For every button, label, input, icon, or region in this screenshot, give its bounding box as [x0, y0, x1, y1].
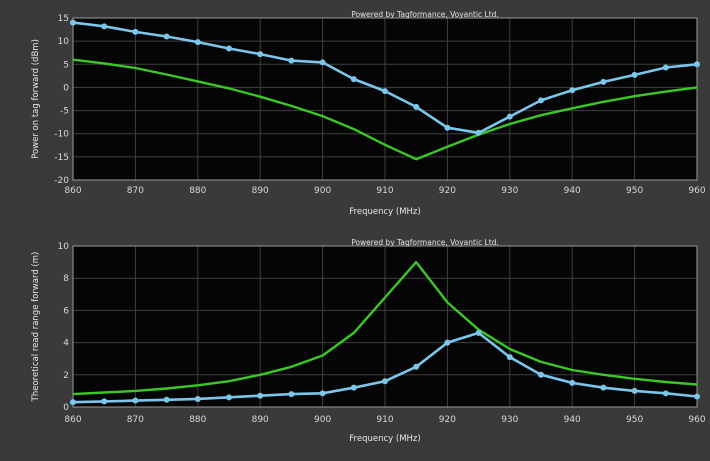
measured-data-point [382, 378, 388, 385]
y-tick-label: 10 [58, 37, 70, 47]
measured-data-point [475, 129, 482, 136]
x-tick-label: 880 [189, 186, 206, 196]
x-tick-label: 920 [439, 186, 456, 196]
measured-data-point [350, 76, 357, 83]
measured-data-point [350, 384, 357, 391]
credit-text: Powered by Tagformance, Voyantic Ltd. [351, 238, 499, 247]
measured-data-point [194, 39, 201, 46]
y-tick-label: 15 [58, 14, 69, 24]
measured-data-point [132, 397, 139, 404]
x-tick-label: 860 [64, 415, 81, 425]
credit-text: Powered by Tagformance, Voyantic Ltd. [351, 10, 499, 19]
y-tick-label: 4 [63, 339, 69, 349]
measured-data-point [444, 339, 451, 346]
x-tick-label: 940 [564, 186, 581, 196]
measured-data-point [319, 59, 326, 66]
measured-data-point [413, 103, 420, 110]
measured-data-point [226, 45, 232, 52]
x-tick-label: 950 [626, 415, 643, 425]
measured-data-point [506, 113, 513, 120]
measured-data-point [600, 78, 607, 85]
theoretical-series-line [72, 58, 698, 161]
y-tick-label: 8 [63, 274, 69, 284]
y-axis-label: Power on tag forward (dBm) [31, 39, 41, 159]
x-tick-label: 900 [314, 415, 331, 425]
y-axis-label: Theoretical read range forward (m) [31, 252, 41, 403]
measured-data-point [475, 329, 482, 336]
x-tick-label: 910 [376, 186, 393, 196]
x-tick-label: 890 [252, 415, 269, 425]
theoretical-series-line [72, 260, 698, 396]
measured-data-point [257, 51, 264, 58]
x-tick-label: 960 [688, 415, 705, 425]
x-axis-label: Frequency (MHz) [349, 434, 420, 444]
measured-data-point [444, 124, 451, 131]
chart-1: 860 870 880 890 900 910 920 930 940 950 960 15 10 5 0 -… [31, 10, 706, 217]
measured-data-point [506, 354, 513, 361]
measured-data-point [288, 57, 295, 64]
measured-data-point [538, 371, 544, 378]
measured-data-point [163, 396, 170, 403]
measured-data-point [163, 33, 170, 40]
measured-data-point [538, 97, 544, 104]
measured-data-point [194, 395, 201, 402]
x-tick-label: 940 [564, 415, 581, 425]
measured-data-point [631, 387, 638, 394]
x-tick-label: 950 [626, 186, 643, 196]
measured-data-point [694, 61, 700, 68]
x-tick-label: 890 [252, 186, 269, 196]
y-tick-label: -20 [54, 176, 69, 186]
y-tick-label: -15 [54, 153, 69, 163]
measured-data-point [569, 87, 576, 94]
x-axis-label: Frequency (MHz) [349, 207, 420, 217]
plot-frame [72, 245, 698, 408]
x-tick-label: 930 [501, 415, 518, 425]
y-tick-label: -10 [54, 130, 69, 140]
y-tick-label: 5 [63, 60, 69, 70]
x-tick-label: 860 [64, 186, 81, 196]
x-tick-label: 960 [688, 186, 705, 196]
x-tick-label: 920 [439, 415, 456, 425]
measured-data-point [70, 19, 76, 26]
x-tick-label: 910 [376, 415, 393, 425]
y-tick-label: -5 [60, 107, 69, 117]
x-tick-label: 900 [314, 186, 331, 196]
measured-data-point [288, 391, 295, 398]
measured-data-point [70, 399, 76, 406]
measured-data-point [600, 384, 607, 391]
measured-data-point [319, 390, 326, 397]
y-tick-label: 6 [63, 306, 69, 316]
measured-data-point [662, 390, 669, 397]
y-tick-label: 0 [63, 403, 69, 413]
x-tick-label: 870 [127, 186, 144, 196]
measured-data-point [382, 88, 388, 95]
y-tick-label: 0 [63, 83, 69, 93]
measured-data-point [132, 28, 139, 35]
plot-frame [72, 17, 698, 181]
x-tick-label: 880 [189, 415, 206, 425]
chart-2: 860 870 880 890 900 910 920 930 940 950 960 10 8 6 4 2 0… [31, 238, 706, 444]
measured-data-point [413, 363, 420, 370]
measured-data-point [257, 392, 264, 399]
x-tick-label: 870 [127, 415, 144, 425]
y-tick-label: 10 [58, 242, 70, 252]
measured-data-point [569, 379, 576, 386]
measured-data-point [101, 398, 108, 405]
measured-data-point [631, 71, 638, 78]
measured-data-point [101, 23, 108, 30]
measured-data-point [226, 394, 232, 401]
measured-data-point [694, 393, 700, 400]
measured-data-point [662, 64, 669, 71]
x-tick-label: 930 [501, 186, 518, 196]
y-tick-label: 2 [63, 371, 69, 381]
